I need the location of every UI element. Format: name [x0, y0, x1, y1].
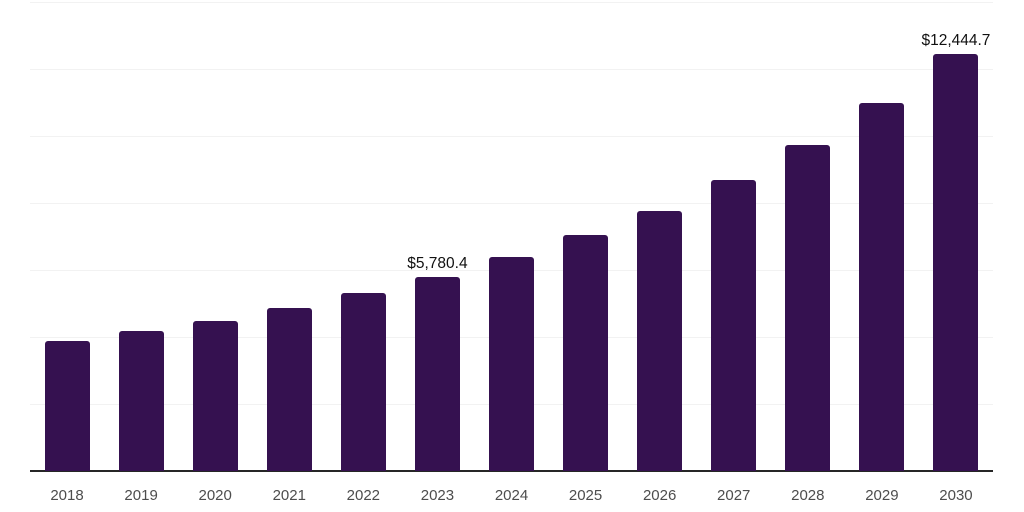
- bar-2028: [785, 145, 831, 471]
- x-tick-2021: 2021: [272, 487, 306, 504]
- bar-2019: [118, 330, 164, 471]
- bar-2025: [563, 234, 609, 471]
- x-tick-2024: 2024: [494, 487, 529, 504]
- x-tick-2027: 2027: [717, 487, 751, 504]
- bar-2024: [489, 256, 534, 471]
- bar-2021: [266, 307, 312, 471]
- x-tick-2023: 2023: [420, 487, 455, 504]
- x-tick-2030: 2030: [939, 487, 973, 504]
- gridline-10000: [30, 136, 993, 137]
- bar-2027: [711, 179, 757, 471]
- bar-2023: [414, 277, 460, 471]
- x-tick-2019: 2019: [124, 487, 158, 504]
- gridline-12000: [30, 69, 993, 70]
- data-label-2030: $12,444.7: [921, 32, 991, 50]
- x-axis-line: [30, 470, 993, 472]
- x-tick-2022: 2022: [346, 487, 381, 504]
- gridline-8000: [30, 203, 993, 204]
- plot-area: 2018 2019 2020 2021 2022 2023 $5,780.4 2024 2025…: [30, 2, 993, 504]
- bar-2020: [192, 320, 238, 471]
- bar-2022: [340, 293, 386, 471]
- x-tick-2025: 2025: [568, 487, 603, 504]
- bar-2029: [859, 102, 905, 471]
- x-tick-2028: 2028: [791, 487, 825, 504]
- x-tick-2026: 2026: [642, 487, 677, 504]
- bar-2018: [44, 341, 90, 471]
- x-tick-2029: 2029: [865, 487, 899, 504]
- bar-2030: [933, 54, 979, 471]
- x-tick-2018: 2018: [50, 487, 84, 504]
- gridline-14000: [30, 2, 993, 3]
- x-tick-2020: 2020: [198, 487, 232, 504]
- data-label-2023: $5,780.4: [407, 255, 468, 273]
- bar-2026: [637, 211, 683, 471]
